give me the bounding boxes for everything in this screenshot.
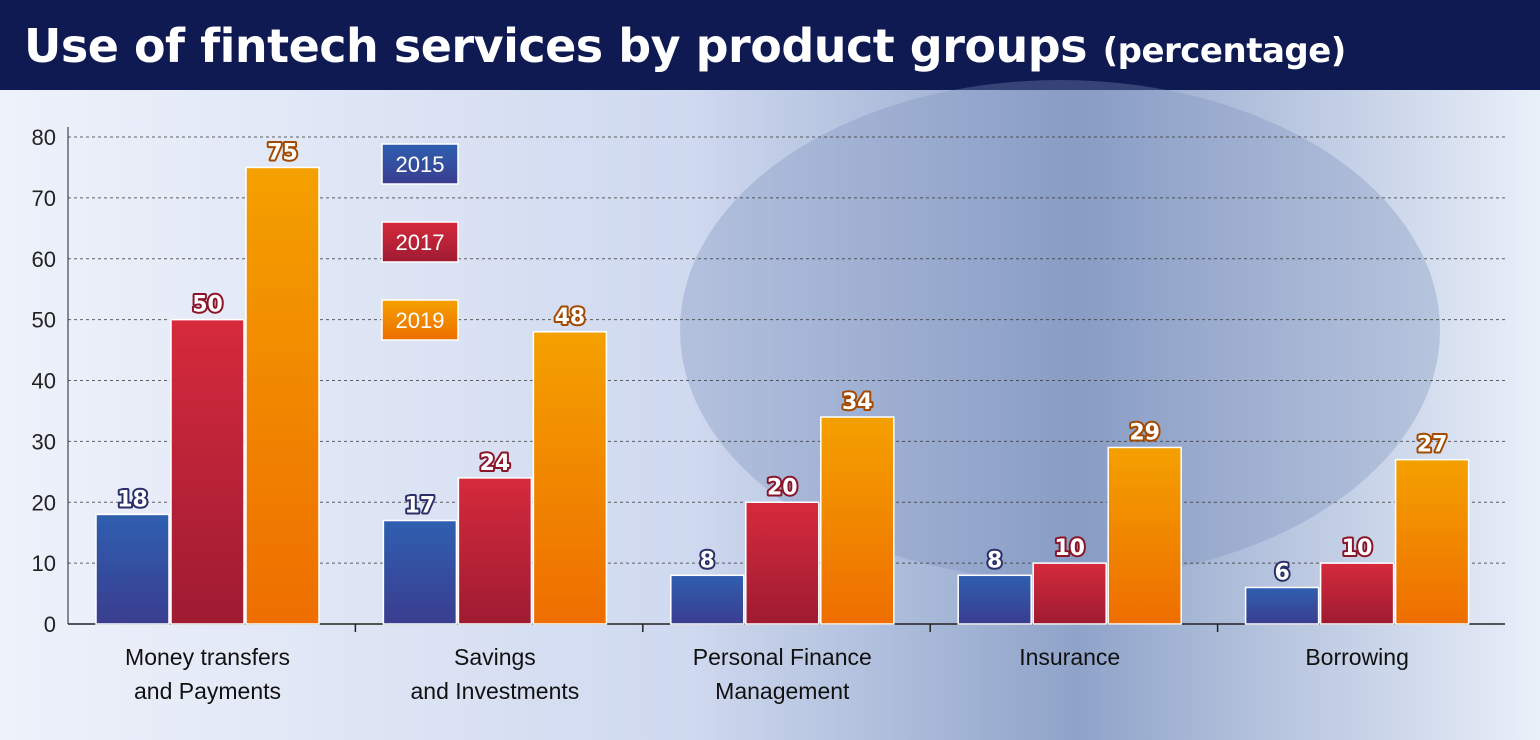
bar-2017 (1319, 562, 1395, 625)
x-category-label: Insurance (1019, 644, 1120, 670)
x-category-label: Savings (454, 644, 536, 670)
bar-2015 (382, 519, 458, 625)
bar-2015 (670, 574, 745, 625)
bar-2019 (532, 331, 608, 625)
bar-2017 (170, 318, 245, 625)
chart-title-main: Use of fintech services by product group… (24, 19, 1088, 73)
x-category-label: and Investments (411, 678, 580, 704)
bar-2019 (1107, 446, 1182, 625)
legend-label: 2019 (396, 308, 445, 333)
data-label-2015: 6 (1274, 560, 1289, 585)
x-category-label: Money transfers (125, 644, 290, 670)
data-label-2015: 8 (700, 548, 715, 573)
data-label-2017: 50 (192, 293, 223, 318)
legend-item-2017: 2017 (381, 221, 459, 263)
chart-title-unit: (percentage) (1102, 31, 1347, 71)
legend-swatch (381, 143, 459, 185)
legend-item-2019: 2019 (381, 299, 459, 341)
y-tick-label: 30 (32, 429, 56, 454)
bar-2015 (1244, 586, 1320, 625)
data-label-2015: 17 (405, 494, 436, 519)
x-category-label: Borrowing (1305, 644, 1409, 670)
x-category-label: Management (715, 678, 850, 704)
legend-item-2015: 2015 (381, 143, 459, 185)
title-band (0, 0, 1540, 90)
y-tick-label: 60 (32, 247, 56, 272)
legend-swatch (381, 299, 459, 341)
y-tick-label: 80 (32, 125, 56, 150)
y-tick-label: 0 (44, 612, 56, 637)
x-category-label: Personal Finance (693, 644, 872, 670)
bar-2017 (1032, 562, 1107, 625)
data-label-2017: 24 (480, 451, 511, 476)
x-category-label: and Payments (134, 678, 281, 704)
data-label-2019: 29 (1129, 420, 1160, 445)
data-label-2015: 18 (117, 487, 148, 512)
legend-swatch (381, 221, 459, 263)
y-tick-label: 10 (32, 551, 56, 576)
bar-2017 (457, 477, 533, 625)
y-tick-label: 50 (32, 308, 56, 333)
legend-label: 2015 (396, 152, 445, 177)
y-tick-label: 20 (32, 490, 56, 515)
data-label-2019: 34 (842, 390, 873, 415)
bar-2015 (95, 513, 170, 625)
y-tick-label: 70 (32, 186, 56, 211)
data-label-2017: 20 (767, 475, 798, 500)
bar-2019 (820, 416, 895, 625)
bar-2015 (957, 574, 1032, 625)
bar-2019 (245, 166, 320, 625)
data-label-2015: 8 (987, 548, 1002, 573)
bar-2019 (1394, 458, 1470, 625)
chart-title: Use of fintech services by product group… (24, 14, 1346, 78)
bar-2017 (745, 501, 820, 625)
y-tick-label: 40 (32, 369, 56, 394)
data-label-2017: 10 (1054, 536, 1085, 561)
data-label-2017: 10 (1342, 536, 1373, 561)
legend-label: 2017 (396, 230, 445, 255)
data-label-2019: 27 (1417, 433, 1448, 458)
data-label-2019: 48 (555, 305, 586, 330)
data-label-2019: 75 (267, 140, 298, 165)
